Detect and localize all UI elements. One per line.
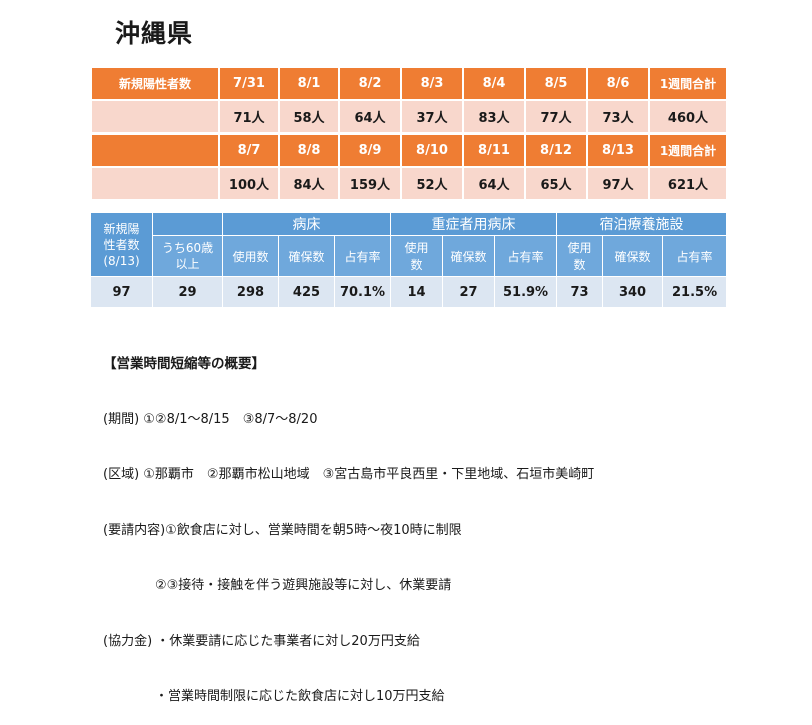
lodging-group-header: 宿泊療養施設 — [556, 212, 728, 236]
new-cases-value: 97 — [90, 276, 153, 308]
count-cell: 73人 — [586, 99, 650, 134]
occupancy-header: 占有率 — [662, 235, 728, 277]
date-cell: 8/10 — [400, 133, 464, 168]
business-hours-summary: 【営業時間短縮等の概要】 (期間) ①②8/1～8/15 ③8/7～8/20 (… — [103, 318, 594, 725]
secured-header: 確保数 — [278, 235, 335, 277]
count-cell: 97人 — [586, 166, 650, 201]
used-header: 使用数 — [222, 235, 279, 277]
date-cell: 8/2 — [338, 66, 402, 101]
summary-subsidy-line-2: ・営業時間制限に応じた飲食店に対し10万円支給 — [103, 689, 445, 704]
summary-subsidy-line: (協力金) ・休業要請に応じた事業者に対し20万円支給 — [103, 633, 420, 649]
count-cell: 159人 — [338, 166, 402, 201]
lodging-used-value: 73 — [556, 276, 604, 308]
date-cell: 8/1 — [278, 66, 340, 101]
date-cell: 8/8 — [278, 133, 340, 168]
secured-header: 確保数 — [602, 235, 664, 277]
count-cell: 77人 — [524, 99, 588, 134]
severe-beds-group-header: 重症者用病床 — [390, 212, 558, 236]
date-cell: 8/6 — [586, 66, 650, 101]
used-header: 使用 数 — [556, 235, 604, 277]
weekly-cases-table-2: 8/7 8/8 8/9 8/10 8/11 8/12 8/13 1週間合計 10… — [90, 133, 728, 201]
count-cell: 52人 — [400, 166, 464, 201]
summary-request-line-2: ②③接待・接触を伴う遊興施設等に対し、休業要請 — [103, 578, 452, 593]
weekly-total-label: 1週間合計 — [648, 133, 728, 168]
beds-occupancy-value: 70.1% — [333, 276, 392, 308]
count-cell: 71人 — [218, 99, 280, 134]
summary-period-line: (期間) ①②8/1～8/15 ③8/7～8/20 — [103, 411, 318, 427]
severe-used-value: 14 — [390, 276, 444, 308]
count-cell: 64人 — [462, 166, 526, 201]
weekly-total-value: 621人 — [648, 166, 728, 201]
date-cell: 8/13 — [586, 133, 650, 168]
new-cases-label: 新規陽性者数 — [90, 66, 220, 101]
secured-header: 確保数 — [442, 235, 496, 277]
count-cell: 100人 — [218, 166, 280, 201]
summary-request-line: (要請内容)①飲食店に対し、営業時間を朝5時～夜10時に制限 — [103, 522, 462, 538]
page-title: 沖縄県 — [115, 19, 194, 48]
date-cell: 8/7 — [218, 133, 280, 168]
count-cell: 37人 — [400, 99, 464, 134]
date-cell: 7/31 — [218, 66, 280, 101]
new-cases-date-header: 新規陽 性者数 (8/13) — [90, 212, 153, 277]
empty-cell — [90, 99, 220, 134]
occupancy-header: 占有率 — [494, 235, 558, 277]
date-cell: 8/4 — [462, 66, 526, 101]
date-cell: 8/12 — [524, 133, 588, 168]
count-cell: 65人 — [524, 166, 588, 201]
date-cell: 8/9 — [338, 133, 402, 168]
lodging-occupancy-value: 21.5% — [662, 276, 728, 308]
count-cell: 84人 — [278, 166, 340, 201]
header-spacer — [152, 212, 223, 236]
count-cell: 83人 — [462, 99, 526, 134]
count-cell: 64人 — [338, 99, 402, 134]
summary-area-line: (区域) ①那覇市 ②那覇市松山地域 ③宮古島市平良西里・下里地域、石垣市美崎町 — [103, 467, 595, 482]
over60-value: 29 — [152, 276, 223, 308]
date-cell: 8/3 — [400, 66, 464, 101]
weekly-cases-table-1: 新規陽性者数 7/31 8/1 8/2 8/3 8/4 8/5 8/6 1週間合… — [90, 66, 728, 134]
used-header: 使用 数 — [390, 235, 444, 277]
occupancy-header: 占有率 — [333, 235, 392, 277]
beds-secured-value: 425 — [278, 276, 335, 308]
summary-heading: 【営業時間短縮等の概要】 — [103, 356, 265, 372]
empty-cell — [90, 166, 220, 201]
date-cell: 8/11 — [462, 133, 526, 168]
empty-cell — [90, 133, 220, 168]
hospital-capacity-table: 新規陽 性者数 (8/13) 病床 重症者用病床 宿泊療養施設 うち60歳 以上… — [90, 212, 728, 308]
beds-used-value: 298 — [222, 276, 279, 308]
over60-header: うち60歳 以上 — [152, 235, 223, 277]
count-cell: 58人 — [278, 99, 340, 134]
weekly-total-label: 1週間合計 — [648, 66, 728, 101]
beds-group-header: 病床 — [221, 212, 392, 236]
severe-occupancy-value: 51.9% — [494, 276, 558, 308]
date-cell: 8/5 — [524, 66, 588, 101]
lodging-secured-value: 340 — [602, 276, 664, 308]
severe-secured-value: 27 — [442, 276, 496, 308]
weekly-total-value: 460人 — [648, 99, 728, 134]
